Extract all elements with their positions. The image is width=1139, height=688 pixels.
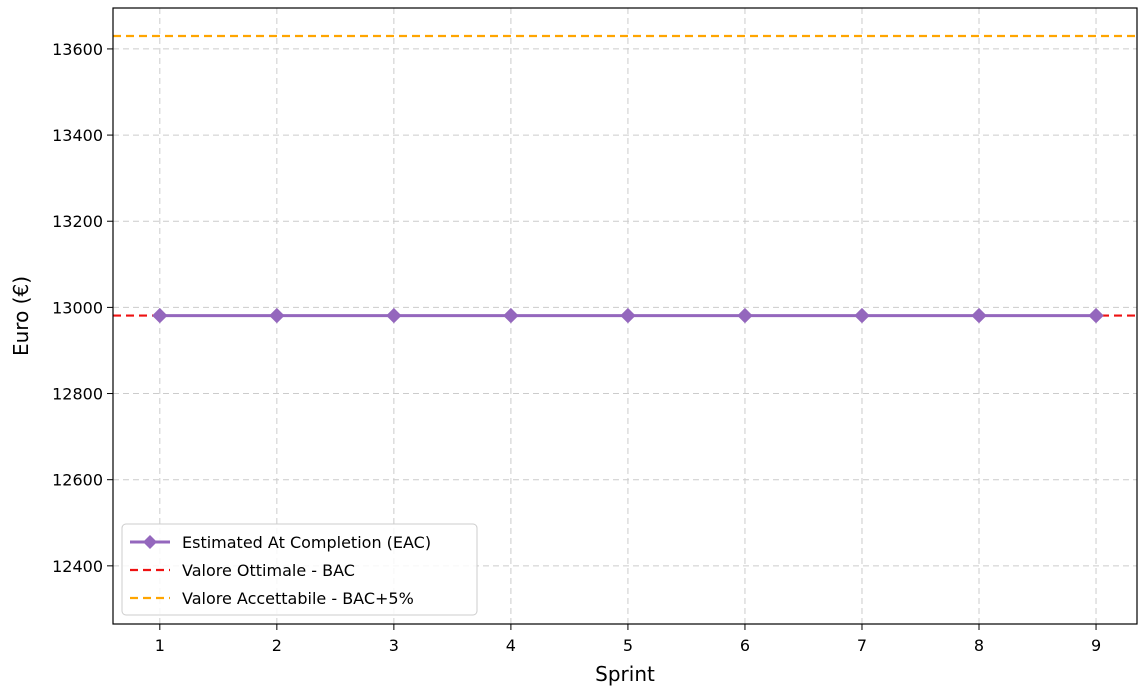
grid [113,8,1137,624]
legend-label: Valore Ottimale - BAC [182,561,355,580]
legend-label: Valore Accettabile - BAC+5% [182,589,414,608]
data-point-marker [620,307,636,324]
y-axis-ticks: 12400 12600 12800 13000 13200 13400 13600 [52,40,113,576]
x-axis-ticks: 1 2 3 4 5 6 7 8 9 [155,624,1101,655]
y-tick-label: 13600 [52,40,103,59]
y-axis-label: Euro (€) [9,276,33,356]
x-tick-label: 8 [974,636,984,655]
data-point-marker [386,307,402,324]
y-tick-label: 12400 [52,557,103,576]
x-tick-label: 7 [857,636,867,655]
data-point-marker [737,307,753,324]
data-point-marker [1088,307,1104,324]
x-tick-label: 6 [740,636,750,655]
data-point-marker [152,307,168,324]
data-point-marker [854,307,870,324]
y-tick-label: 12800 [52,385,103,404]
legend: Estimated At Completion (EAC) Valore Otti… [121,523,478,616]
series-layer [152,307,1104,324]
x-tick-label: 2 [272,636,282,655]
x-axis-label: Sprint [595,662,655,686]
data-point-marker [503,307,519,324]
data-point-marker [269,307,285,324]
y-tick-label: 13000 [52,298,103,317]
legend-box [121,523,478,616]
y-tick-label: 12600 [52,471,103,490]
x-tick-label: 5 [623,636,633,655]
plot-frame [112,7,1138,625]
data-point-marker [971,307,987,324]
x-tick-label: 9 [1091,636,1101,655]
y-tick-label: 13200 [52,212,103,231]
x-tick-label: 1 [155,636,165,655]
x-tick-label: 4 [506,636,516,655]
legend-swatch-marker [143,535,157,549]
x-tick-label: 3 [389,636,399,655]
y-tick-label: 13400 [52,126,103,145]
legend-label: Estimated At Completion (EAC) [182,533,431,552]
